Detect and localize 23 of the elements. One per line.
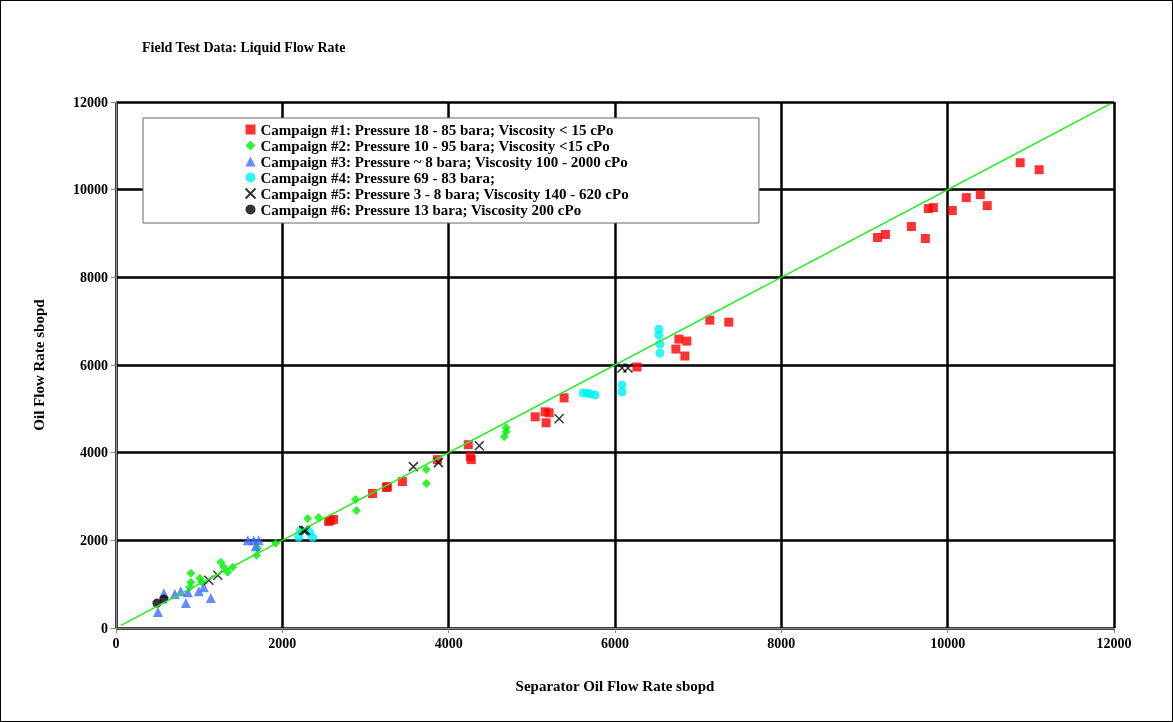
x-tick-label: 12000 (1096, 635, 1132, 651)
x-tick-label: 6000 (601, 635, 629, 651)
legend-label: Campaign #1: Pressure 18 - 85 bara; Viscosity < 15 cPo (260, 121, 614, 138)
y-tick-label: 4000 (80, 445, 108, 461)
legend-label: Campaign #2: Pressure 10 - 95 bara; Viscosity <15 cPo (260, 137, 610, 154)
chart-title: Field Test Data: Liquid Flow Rate (142, 39, 346, 55)
legend-label: Campaign #6: Pressure 13 bara; Viscosity 200 cPo (260, 201, 582, 218)
x-axis-title: Separator Oil Flow Rate sbopd (515, 677, 716, 694)
y-axis-title: Oil Flow Rate sbopd (30, 298, 47, 431)
x-tick-label: 0 (112, 635, 120, 651)
x-tick-label: 10000 (930, 635, 966, 651)
y-tick-label: 8000 (80, 269, 108, 285)
y-tick-label: 12000 (73, 94, 108, 110)
x-tick-label: 2000 (268, 635, 297, 651)
legend-label: Campaign #3: Pressure ~ 8 bara; Viscosity 100 - 2000 cPo (260, 153, 628, 170)
y-tick-label: 2000 (80, 532, 108, 548)
x-tick-label: 8000 (767, 635, 796, 651)
y-tick-label: 6000 (80, 357, 108, 373)
x-tick-label: 4000 (434, 635, 463, 651)
legend-label: Campaign #4: Pressure 69 - 83 bara; (260, 169, 495, 186)
y-tick-label: 0 (101, 620, 108, 636)
legend-label: Campaign #5: Pressure 3 - 8 bara; Viscosity 140 - 620 cPo (260, 185, 629, 202)
y-tick-label: 10000 (73, 182, 108, 198)
